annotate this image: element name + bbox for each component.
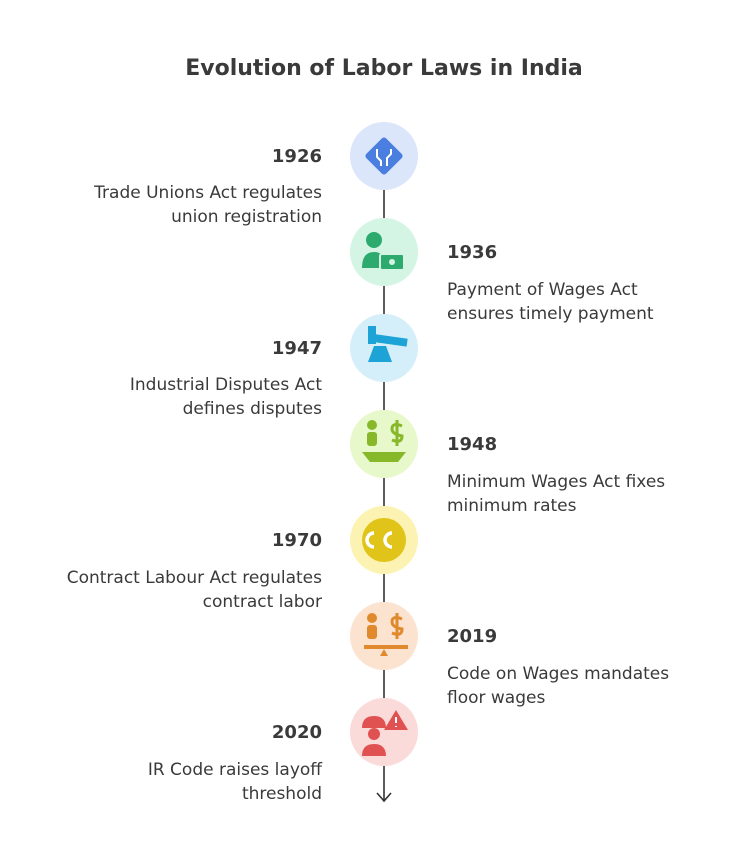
event-year: 2019 — [447, 626, 497, 647]
icon-contract — [362, 518, 406, 562]
icon-code-wages — [364, 613, 408, 656]
event-description: Minimum Wages Act fixes — [447, 472, 665, 492]
event-description: floor wages — [447, 688, 545, 708]
event-description: Trade Unions Act regulates — [93, 183, 322, 203]
event-description: IR Code raises layoff — [148, 760, 323, 780]
icon-union — [365, 137, 403, 175]
event-year: 1926 — [272, 146, 322, 167]
event-description: ensures timely payment — [447, 304, 654, 324]
event-description: Payment of Wages Act — [447, 280, 638, 300]
event-description: defines disputes — [183, 399, 323, 419]
event-year: 1970 — [272, 530, 322, 551]
event-year: 2020 — [272, 722, 322, 743]
event-description: union registration — [171, 207, 322, 227]
icon-minimum-wages — [362, 420, 406, 462]
event-description: Contract Labour Act regulates — [67, 568, 322, 588]
event-year: 1936 — [447, 242, 497, 263]
event-year: 1947 — [272, 338, 322, 359]
title: Evolution of Labor Laws in India — [185, 56, 583, 81]
event-year: 1948 — [447, 434, 497, 455]
icon-ir-code — [362, 710, 408, 756]
event-description: threshold — [242, 784, 322, 804]
timeline-arrow — [376, 792, 392, 803]
icon-circles — [350, 122, 418, 766]
icon-wages — [362, 232, 405, 271]
event-description: minimum rates — [447, 496, 577, 516]
event-description: contract labor — [203, 592, 322, 612]
icon-disputes — [368, 326, 408, 362]
event-description: Industrial Disputes Act — [130, 375, 322, 395]
event-description: Code on Wages mandates — [447, 664, 669, 684]
